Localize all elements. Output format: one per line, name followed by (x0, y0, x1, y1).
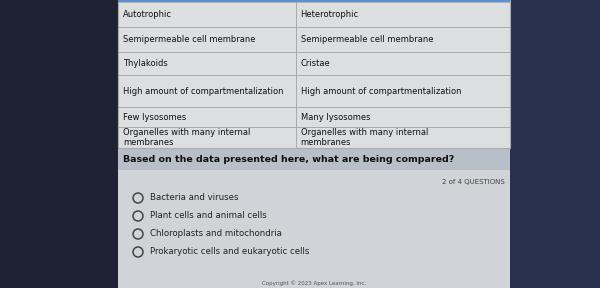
Bar (296, 107, 510, 127)
Bar (118, 170, 510, 288)
Bar (296, 27, 510, 52)
Bar (118, 2, 296, 27)
Text: Organelles with many internal
membranes: Organelles with many internal membranes (301, 128, 428, 147)
Bar (118, 0, 510, 2)
Bar (296, 75, 510, 107)
Text: Few lysosomes: Few lysosomes (123, 113, 186, 122)
Text: Heterotrophic: Heterotrophic (301, 10, 359, 19)
Bar (118, 75, 296, 107)
Bar (118, 0, 510, 148)
Text: Semipermeable cell membrane: Semipermeable cell membrane (123, 35, 256, 44)
Text: High amount of compartmentalization: High amount of compartmentalization (301, 86, 461, 96)
Text: Autotrophic: Autotrophic (123, 10, 172, 19)
Bar (296, 127, 510, 148)
Text: Semipermeable cell membrane: Semipermeable cell membrane (301, 35, 433, 44)
Text: Many lysosomes: Many lysosomes (301, 113, 370, 122)
Text: Cristae: Cristae (301, 59, 331, 68)
Text: High amount of compartmentalization: High amount of compartmentalization (123, 86, 284, 96)
Bar (0, 0, 118, 288)
Text: Chloroplasts and mitochondria: Chloroplasts and mitochondria (150, 230, 282, 238)
Bar (118, 0, 510, 148)
Text: Bacteria and viruses: Bacteria and viruses (150, 194, 239, 202)
Text: Thylakoids: Thylakoids (123, 59, 168, 68)
Bar (118, 52, 296, 75)
Bar (296, 2, 510, 27)
Bar (118, 107, 296, 127)
Text: 2 of 4 QUESTIONS: 2 of 4 QUESTIONS (442, 179, 505, 185)
Bar (296, 52, 510, 75)
Bar (510, 0, 600, 288)
Text: Based on the data presented here, what are being compared?: Based on the data presented here, what a… (123, 154, 454, 164)
Text: Organelles with many internal
membranes: Organelles with many internal membranes (123, 128, 250, 147)
Text: Plant cells and animal cells: Plant cells and animal cells (150, 211, 267, 221)
Bar (118, 148, 510, 170)
Text: Copyright © 2023 Apex Learning, Inc.: Copyright © 2023 Apex Learning, Inc. (262, 280, 366, 286)
Bar (118, 127, 296, 148)
Text: Prokaryotic cells and eukaryotic cells: Prokaryotic cells and eukaryotic cells (150, 247, 310, 257)
Bar (118, 27, 296, 52)
